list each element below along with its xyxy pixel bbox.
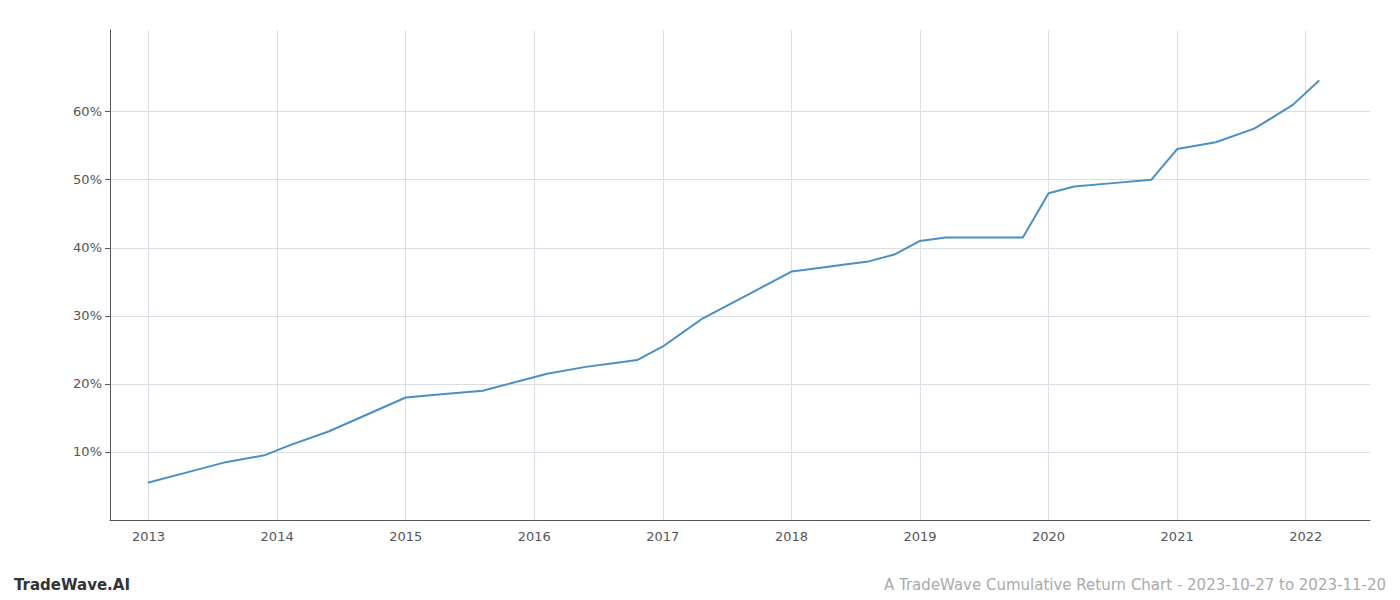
svg-text:2021: 2021 [1161,529,1194,544]
svg-text:30%: 30% [73,308,102,323]
svg-text:2019: 2019 [903,529,936,544]
svg-text:2015: 2015 [389,529,422,544]
svg-text:TradeWave.AI: TradeWave.AI [14,576,130,594]
svg-text:40%: 40% [73,240,102,255]
svg-text:50%: 50% [73,172,102,187]
svg-text:2017: 2017 [646,529,679,544]
svg-text:A TradeWave Cumulative Return: A TradeWave Cumulative Return Chart - 20… [884,576,1386,594]
svg-text:2016: 2016 [518,529,551,544]
svg-text:60%: 60% [73,104,102,119]
svg-text:2020: 2020 [1032,529,1065,544]
svg-text:2018: 2018 [775,529,808,544]
svg-text:2022: 2022 [1289,529,1322,544]
svg-text:20%: 20% [73,376,102,391]
svg-text:2013: 2013 [132,529,165,544]
svg-text:10%: 10% [73,444,102,459]
svg-text:2014: 2014 [261,529,294,544]
